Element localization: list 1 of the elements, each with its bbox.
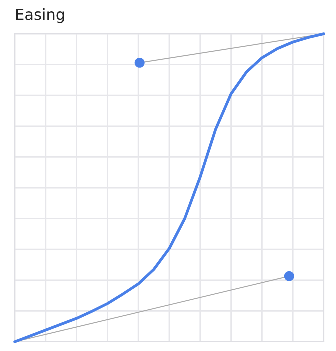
chart-title: Easing [16, 8, 64, 24]
